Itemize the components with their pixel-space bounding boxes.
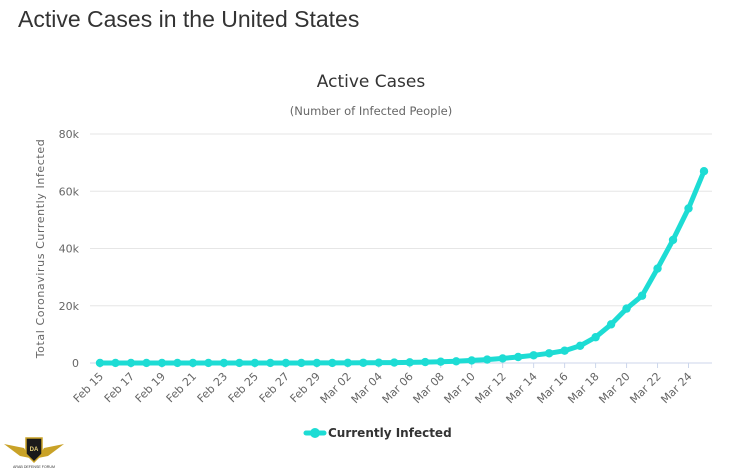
x-tick-label: Feb 25 bbox=[226, 370, 261, 405]
data-point bbox=[622, 304, 631, 313]
data-point bbox=[142, 358, 151, 368]
watermark-logo: DA ARAB DEFENSE FORUM bbox=[4, 437, 64, 469]
data-point bbox=[668, 235, 678, 245]
x-tick-label: Feb 27 bbox=[257, 370, 292, 405]
y-tick-label: 60k bbox=[59, 185, 80, 198]
data-point bbox=[328, 358, 337, 368]
data-point bbox=[560, 346, 569, 355]
data-point bbox=[281, 358, 291, 368]
x-tick-label: Feb 21 bbox=[164, 370, 199, 405]
logo-text: DA bbox=[30, 447, 39, 453]
x-tick-label: Mar 18 bbox=[565, 370, 601, 406]
data-point bbox=[173, 358, 182, 368]
chart-subtitle: (Number of Infected People) bbox=[290, 104, 452, 118]
data-point bbox=[204, 358, 213, 368]
data-point bbox=[498, 354, 507, 363]
x-tick-label: Mar 22 bbox=[627, 370, 663, 406]
x-tick-label: Feb 23 bbox=[195, 370, 230, 405]
logo-caption: ARAB DEFENSE FORUM bbox=[13, 465, 55, 469]
y-axis-label: Total Coronavirus Currently Infected bbox=[34, 139, 47, 360]
x-tick-label: Mar 10 bbox=[442, 370, 478, 406]
data-point bbox=[157, 358, 167, 368]
data-point bbox=[637, 291, 647, 300]
data-point bbox=[684, 204, 693, 213]
x-tick-label: Feb 29 bbox=[288, 370, 323, 405]
chart-title: Active Cases bbox=[317, 72, 426, 92]
x-tick-label: Mar 16 bbox=[534, 370, 570, 406]
y-tick-label: 40k bbox=[59, 243, 80, 256]
data-point bbox=[390, 358, 399, 367]
logo-shield-shape bbox=[25, 437, 43, 464]
legend-label: Currently Infected bbox=[328, 426, 452, 440]
y-tick-label: 80k bbox=[59, 128, 80, 141]
data-point bbox=[467, 356, 476, 365]
x-tick-label: Mar 12 bbox=[473, 370, 509, 406]
data-point bbox=[374, 358, 383, 367]
data-point bbox=[482, 355, 492, 364]
data-point bbox=[405, 358, 414, 367]
x-tick-label: Mar 04 bbox=[349, 370, 385, 406]
data-point bbox=[591, 333, 600, 342]
logo-right-wing-shape bbox=[38, 444, 64, 458]
data-point bbox=[343, 358, 352, 368]
data-point bbox=[436, 357, 445, 366]
x-tick-label: Mar 08 bbox=[411, 370, 447, 406]
data-point bbox=[235, 358, 244, 368]
data-point bbox=[297, 358, 306, 368]
data-point bbox=[188, 358, 198, 368]
data-point bbox=[111, 358, 120, 368]
x-tick-label: Mar 20 bbox=[596, 370, 632, 406]
data-point bbox=[219, 358, 229, 368]
data-point bbox=[359, 358, 368, 367]
data-point bbox=[266, 358, 275, 368]
data-point bbox=[513, 352, 523, 362]
x-tick-label: Feb 17 bbox=[102, 370, 137, 405]
data-point bbox=[126, 358, 136, 368]
legend-marker bbox=[310, 428, 320, 438]
data-point bbox=[544, 349, 554, 358]
x-tick-label: Feb 15 bbox=[71, 370, 106, 405]
x-tick-label: Mar 14 bbox=[504, 370, 540, 406]
y-tick-label: 0 bbox=[72, 357, 79, 370]
y-tick-label: 20k bbox=[59, 300, 80, 313]
x-tick-label: Mar 24 bbox=[658, 370, 694, 406]
data-point bbox=[312, 358, 322, 368]
x-tick-label: Feb 19 bbox=[133, 370, 168, 405]
data-point bbox=[653, 264, 662, 273]
page-heading: Active Cases in the United States bbox=[18, 6, 360, 32]
data-point bbox=[575, 341, 585, 351]
data-point bbox=[452, 357, 461, 366]
series-line bbox=[97, 168, 707, 366]
logo-left-wing-shape bbox=[4, 444, 30, 458]
x-tick-label: Mar 06 bbox=[380, 370, 416, 406]
data-point bbox=[421, 357, 430, 367]
data-point bbox=[250, 358, 260, 368]
data-point bbox=[95, 358, 105, 368]
x-tick-label: Mar 02 bbox=[318, 370, 354, 406]
data-point bbox=[606, 320, 616, 329]
data-point bbox=[529, 351, 538, 360]
data-point bbox=[699, 167, 709, 176]
